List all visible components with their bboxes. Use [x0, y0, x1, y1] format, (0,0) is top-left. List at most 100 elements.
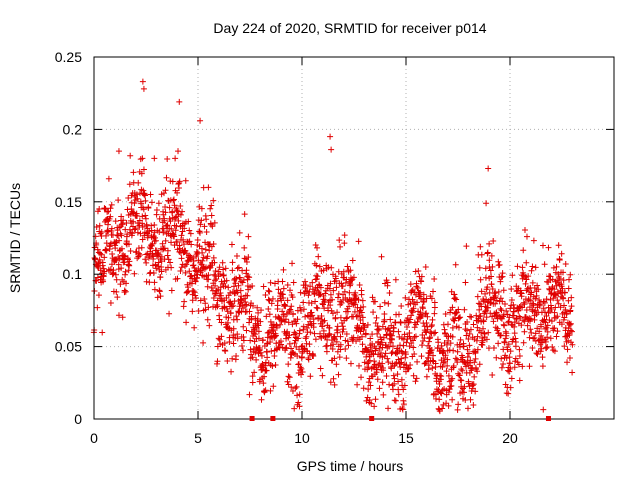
- data-point: [380, 367, 387, 374]
- data-point: [254, 304, 261, 311]
- data-point: [142, 215, 149, 222]
- data-point: [102, 246, 109, 253]
- data-point: [494, 325, 501, 332]
- data-point: [442, 310, 449, 317]
- data-point: [308, 309, 315, 316]
- data-point: [287, 354, 294, 361]
- data-point: [178, 232, 185, 239]
- data-point: [205, 304, 212, 311]
- data-point: [502, 335, 509, 342]
- x-tick-label: 20: [502, 430, 518, 446]
- data-point: [528, 289, 535, 296]
- data-point: [272, 361, 279, 368]
- data-point: [507, 348, 514, 355]
- data-point: [387, 316, 394, 323]
- data-point: [560, 269, 567, 276]
- data-point: [252, 331, 259, 338]
- data-point: [169, 208, 176, 215]
- data-point: [158, 268, 165, 275]
- data-point: [451, 317, 458, 324]
- data-point: [191, 324, 198, 331]
- data-point: [344, 263, 351, 270]
- data-point: [197, 229, 204, 236]
- data-point: [156, 288, 163, 295]
- data-point: [568, 303, 575, 310]
- data-point: [359, 341, 366, 348]
- data-point: [140, 187, 147, 194]
- data-point: [445, 402, 452, 409]
- data-point: [224, 319, 231, 326]
- data-point: [198, 217, 205, 224]
- data-point: [194, 271, 201, 278]
- data-point: [292, 385, 299, 392]
- data-point: [305, 292, 312, 299]
- data-point: [339, 328, 346, 335]
- data-point: [213, 301, 220, 308]
- data-point: [453, 309, 460, 316]
- data-point: [520, 299, 527, 306]
- data-point: [363, 353, 370, 360]
- data-point: [229, 259, 236, 266]
- data-point: [217, 271, 224, 278]
- data-point: [335, 294, 342, 301]
- data-point: [302, 278, 309, 285]
- data-point: [281, 302, 288, 309]
- data-point: [214, 303, 221, 310]
- data-point: [286, 332, 293, 339]
- data-point: [104, 227, 111, 234]
- gap-markers: [249, 416, 551, 421]
- data-point: [543, 312, 550, 319]
- data-point: [108, 225, 115, 232]
- data-point: [392, 276, 399, 283]
- data-point: [369, 348, 376, 355]
- data-point: [188, 272, 195, 279]
- data-point: [282, 303, 289, 310]
- data-point: [132, 197, 139, 204]
- data-point: [520, 339, 527, 346]
- data-point: [372, 396, 379, 403]
- data-point: [551, 286, 558, 293]
- data-point: [293, 320, 300, 327]
- data-point: [243, 259, 250, 266]
- data-point: [280, 294, 287, 301]
- data-point: [245, 233, 252, 240]
- data-point: [331, 334, 337, 341]
- data-point: [382, 350, 389, 357]
- data-point: [352, 296, 359, 303]
- data-point: [112, 239, 119, 246]
- data-point: [480, 325, 486, 332]
- y-axis-title: SRMTID / TECUs: [7, 183, 23, 293]
- data-point: [534, 282, 541, 289]
- data-point: [162, 203, 169, 210]
- plot-frame: [93, 56, 615, 420]
- data-point: [520, 269, 527, 276]
- data-point: [566, 354, 573, 361]
- data-point: [444, 362, 451, 369]
- data-point: [230, 340, 237, 347]
- data-point: [540, 406, 547, 413]
- data-point: [407, 281, 414, 288]
- data-point: [298, 365, 305, 372]
- data-point: [552, 314, 559, 321]
- data-point: [202, 300, 209, 307]
- data-point: [314, 305, 321, 312]
- data-point: [241, 244, 248, 251]
- data-point: [522, 280, 529, 287]
- data-point: [330, 375, 337, 382]
- data-point: [328, 146, 335, 153]
- data-point: [566, 332, 573, 339]
- data-point: [541, 261, 548, 268]
- data-point: [444, 356, 451, 363]
- data-point: [498, 274, 505, 281]
- data-point: [206, 322, 213, 329]
- data-point: [454, 348, 461, 355]
- data-point: [436, 380, 443, 387]
- data-point: [168, 239, 175, 246]
- data-point: [205, 184, 212, 191]
- data-point: [315, 315, 322, 322]
- data-point: [300, 299, 307, 306]
- data-point: [390, 372, 397, 379]
- data-point: [443, 400, 450, 407]
- data-point: [542, 325, 549, 332]
- data-point: [335, 290, 342, 297]
